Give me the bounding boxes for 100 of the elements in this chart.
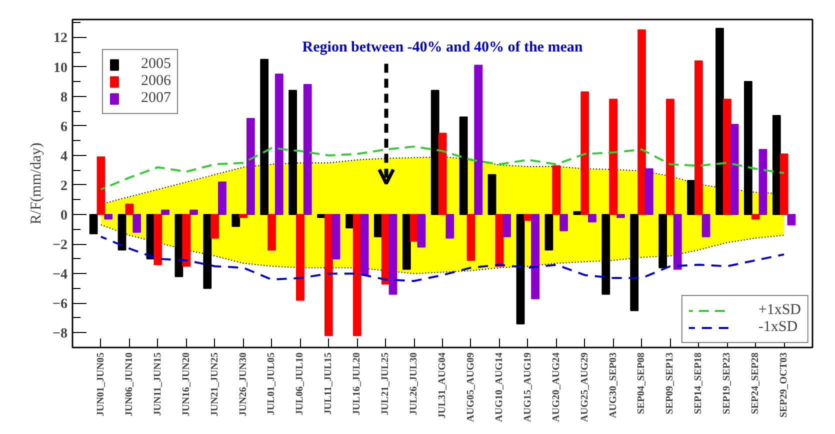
x-tick-label: JUL21_JUL25	[380, 352, 392, 416]
x-tick-label: SEP09_SEP13	[664, 352, 676, 414]
y-tick-label: −8	[52, 326, 68, 342]
bar	[239, 214, 248, 218]
bar	[758, 149, 768, 216]
bar	[352, 214, 362, 336]
bar	[388, 214, 398, 295]
bar	[580, 91, 590, 216]
bar	[154, 214, 162, 266]
y-tick-label: 4	[60, 149, 68, 164]
bar	[125, 204, 134, 216]
legend-label: -1xSD	[758, 319, 798, 336]
bar	[573, 211, 582, 216]
x-tick-label: SEP14_SEP18	[693, 352, 704, 414]
bar	[638, 29, 646, 216]
y-tick-label: 6	[60, 120, 68, 135]
bar	[246, 118, 255, 216]
x-tick-label: JUL01_JUL05	[266, 352, 278, 416]
x-tick-label: JUN01_JUN05	[95, 352, 106, 416]
bar	[190, 210, 198, 216]
x-tick-label: JUN26_JUN30	[238, 352, 249, 416]
y-tick-label: 2	[60, 178, 68, 194]
bar	[502, 214, 512, 238]
line-series	[100, 146, 786, 190]
bar	[332, 214, 340, 260]
x-tick-label: SEP04_SEP08	[636, 352, 648, 414]
y-tick-label: −2	[52, 238, 68, 254]
bar	[495, 214, 504, 267]
x-tick-label: JUL31_AUG04	[437, 352, 448, 419]
bar	[274, 74, 284, 216]
bar	[317, 214, 326, 218]
bar	[644, 168, 654, 216]
bar	[466, 214, 476, 261]
bar	[303, 84, 312, 216]
bar	[438, 132, 447, 216]
y-tick-label: 10	[54, 60, 68, 76]
bar	[609, 98, 618, 216]
x-tick-label: SEP24_SEP28	[750, 352, 762, 414]
x-tick-label: JUL06_JUL10	[294, 352, 306, 416]
bar	[417, 214, 426, 248]
x-tick-label: AUG10_AUG14	[494, 352, 505, 422]
bar	[722, 98, 732, 216]
x-tick-label: AUG30_SEP03	[608, 352, 619, 418]
bar	[132, 214, 142, 233]
x-tick-label: AUG05_AUG09	[465, 352, 476, 422]
y-tick-label: 12	[54, 31, 68, 46]
bar	[552, 165, 561, 216]
y-axis-title: R/F(mm/day)	[28, 142, 45, 224]
bar	[218, 182, 226, 216]
line-series	[100, 236, 786, 282]
x-tick-label: AUG15_AUG19	[522, 352, 534, 422]
bar	[474, 64, 483, 216]
x-tick-label: JUL26_JUL30	[408, 352, 420, 416]
x-tick-label: AUG25_AUG29	[579, 352, 590, 422]
bar	[161, 210, 170, 216]
y-tick-label: −4	[52, 268, 68, 283]
bar	[531, 214, 540, 300]
bar	[673, 214, 682, 270]
annotation: Region between -40% and 40% of the mean	[302, 39, 584, 56]
bar	[182, 214, 191, 267]
legend-label: 2005	[141, 56, 171, 73]
bar	[694, 60, 703, 216]
y-tick-label: 8	[60, 90, 68, 106]
bar	[89, 214, 98, 234]
legend-label: +1xSD	[758, 302, 801, 319]
bar	[787, 214, 796, 226]
bar	[702, 214, 710, 238]
x-tick-label: SEP19_SEP23	[722, 352, 733, 414]
y-tick-label: −6	[52, 297, 68, 312]
bar	[210, 214, 220, 239]
bar	[730, 124, 739, 216]
legend-label: 2006	[141, 73, 171, 90]
x-tick-label: JUL11_JUL15	[323, 352, 334, 415]
x-tick-label: JUN06_JUN10	[124, 352, 135, 416]
legend-label: 2007	[141, 90, 171, 107]
bar	[588, 214, 596, 222]
bar	[296, 214, 304, 301]
bar	[360, 214, 369, 276]
bar	[402, 214, 411, 270]
bar	[751, 214, 760, 220]
x-tick-label: JUN21_JUN25	[209, 352, 220, 416]
bar	[232, 214, 240, 227]
y-tick-label: 0	[60, 208, 68, 224]
bar	[324, 214, 333, 336]
bar	[96, 156, 106, 216]
bar	[268, 214, 276, 250]
x-tick-label: AUG20_AUG24	[550, 352, 562, 422]
bar	[346, 214, 354, 228]
bar	[560, 214, 568, 232]
bar	[666, 98, 674, 216]
bar	[104, 214, 113, 220]
x-tick-label: JUN16_JUN20	[180, 352, 192, 416]
bar	[488, 174, 496, 216]
bar	[780, 153, 788, 216]
bar	[616, 214, 625, 218]
bar	[544, 214, 554, 250]
bar	[446, 214, 454, 239]
x-tick-label: JUL16_JUL20	[352, 352, 363, 416]
x-tick-label: JUN11_JUN15	[152, 352, 164, 416]
x-tick-label: SEP29_OCT03	[778, 352, 790, 418]
